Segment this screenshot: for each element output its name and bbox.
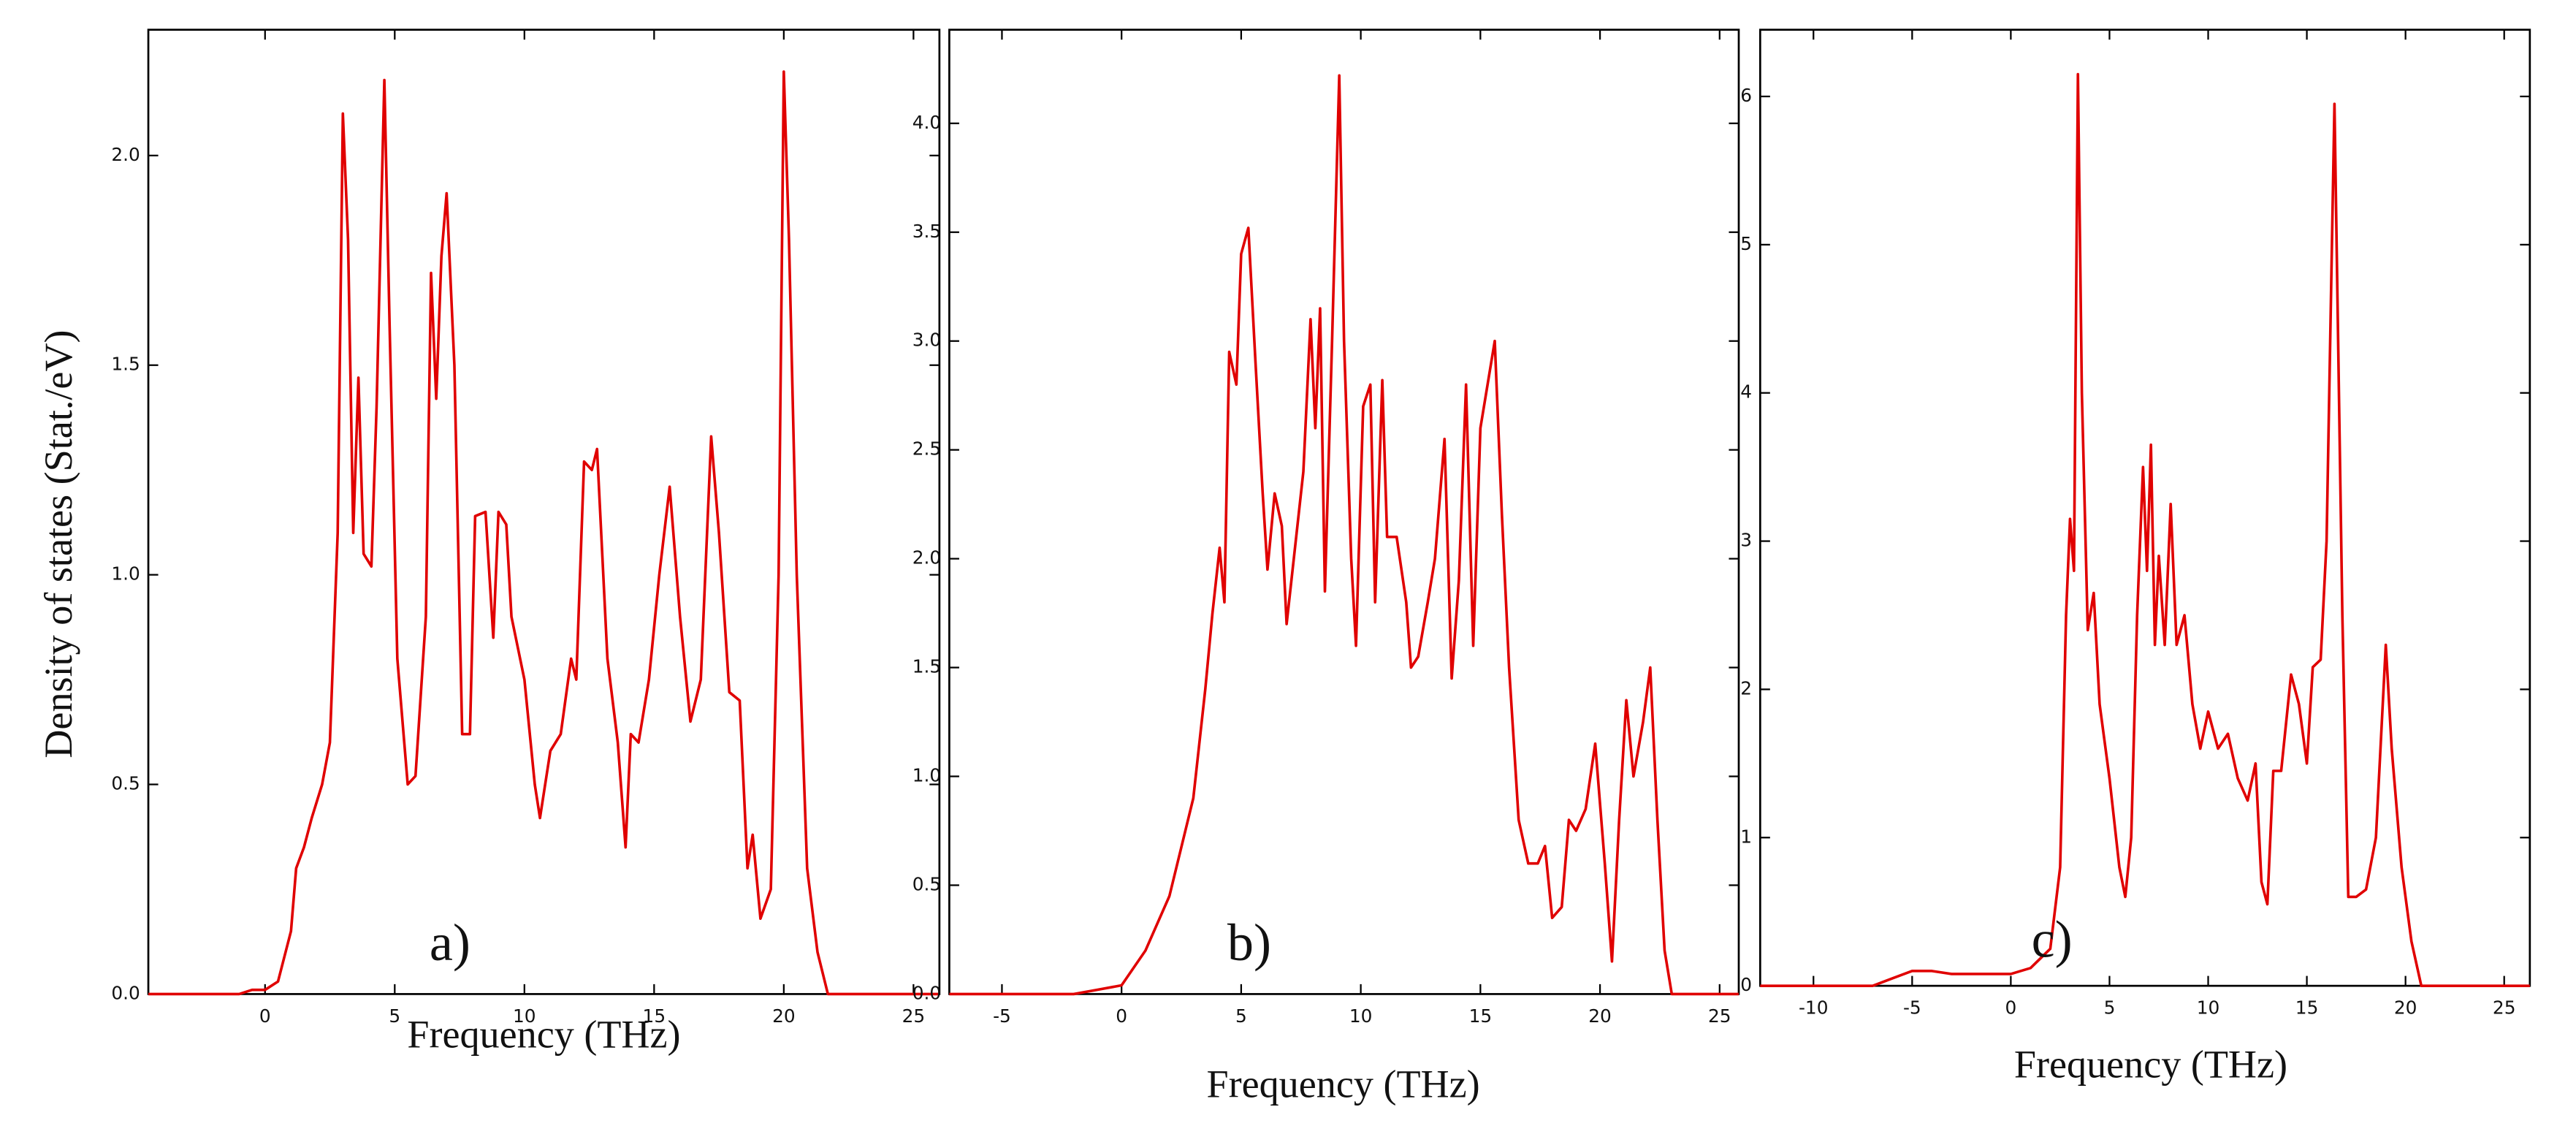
y-tick-label: 1.0 [111, 563, 140, 585]
x-tick-label: 10 [513, 1005, 536, 1027]
x-tick-label: 15 [1469, 1005, 1493, 1027]
x-axis-label: Frequency (THz) [2014, 1042, 2287, 1086]
x-tick-label: 25 [902, 1005, 926, 1027]
x-tick-label: 5 [2104, 997, 2116, 1019]
y-axis-label: Density of states (Stat./eV) [37, 330, 80, 758]
y-tick-label: 5 [1740, 233, 1752, 254]
y-tick-label: 1.5 [111, 354, 140, 375]
x-tick-label: 25 [2493, 997, 2516, 1019]
x-tick-label: -5 [1903, 997, 1921, 1019]
dos-line [148, 70, 940, 996]
plot-frame [147, 28, 941, 995]
plot-frame [948, 28, 1740, 995]
x-tick-label: 0 [259, 1005, 271, 1027]
x-tick-label: -5 [993, 1005, 1011, 1027]
x-tick-label: 20 [2394, 997, 2417, 1019]
x-tick-label: 0 [1116, 1005, 1127, 1027]
y-tick-label: 0.0 [111, 982, 140, 1003]
y-tick-label: 4.0 [912, 112, 941, 133]
y-tick-label: 1.5 [912, 656, 941, 677]
y-tick-label: 2.0 [912, 547, 941, 568]
y-tick-label: 0.5 [111, 773, 140, 794]
y-tick-label: 3.5 [912, 221, 941, 242]
x-tick-label: 5 [1235, 1005, 1247, 1027]
x-tick-label: -10 [1799, 997, 1829, 1019]
y-tick-label: 3.0 [912, 330, 941, 351]
x-axis-label: Frequency (THz) [407, 1013, 680, 1057]
y-tick-label: 1 [1740, 826, 1752, 847]
x-tick-label: 10 [2197, 997, 2220, 1019]
x-tick-label: 25 [1708, 1005, 1731, 1027]
panel-label: c) [2032, 910, 2073, 968]
dos-line [1760, 72, 2530, 987]
y-tick-label: 0.5 [912, 873, 941, 894]
x-tick-label: 0 [2005, 997, 2016, 1019]
x-tick-label: 15 [2295, 997, 2319, 1019]
x-tick-label: 10 [1349, 1005, 1373, 1027]
x-tick-label: 15 [643, 1005, 666, 1027]
panel-label: b) [1227, 913, 1271, 972]
x-tick-label: 20 [772, 1005, 796, 1027]
dos-line [949, 74, 1739, 996]
x-axis-label: Frequency (THz) [1206, 1062, 1479, 1106]
y-tick-label: 4 [1740, 381, 1752, 403]
y-tick-label: 2 [1740, 677, 1752, 699]
y-tick-label: 6 [1740, 85, 1752, 106]
y-tick-label: 2.5 [912, 438, 941, 460]
x-tick-label: 5 [389, 1005, 400, 1027]
y-tick-label: 2.0 [111, 144, 140, 165]
y-tick-label: 3 [1740, 530, 1752, 551]
y-tick-label: 1.0 [912, 765, 941, 786]
y-tick-label: 0.0 [912, 982, 941, 1003]
x-tick-label: 20 [1588, 1005, 1612, 1027]
plot-frame [1758, 28, 2531, 987]
panel-label: a) [430, 913, 470, 972]
y-tick-label: 0 [1740, 974, 1752, 995]
